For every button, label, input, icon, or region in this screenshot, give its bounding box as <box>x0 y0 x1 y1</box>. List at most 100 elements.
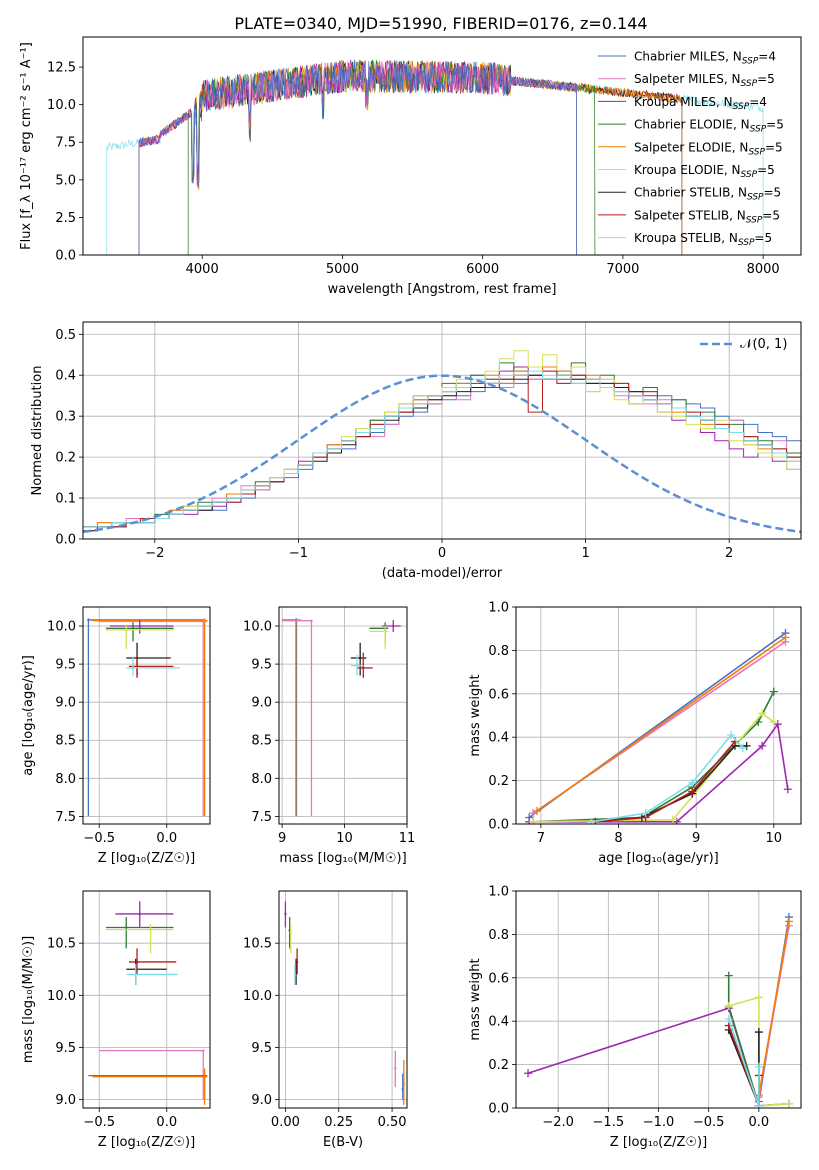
y-tick-label: 10.0 <box>47 989 76 1004</box>
data-point <box>125 926 128 929</box>
y-axis-label: mass weight <box>468 674 483 756</box>
x-tick-label: −0.5 <box>83 1115 115 1130</box>
panel-residuals: −2 −1 0 1 2 0.0 0.1 0.2 0.3 0.4 0.5 (data-model)/er… <box>30 321 802 581</box>
data-point <box>392 624 395 628</box>
weight-marker <box>784 1099 793 1108</box>
data-point <box>149 928 152 931</box>
y-tick-label: 7.5 <box>55 136 76 151</box>
weight-line <box>536 636 786 812</box>
weight-marker <box>587 817 596 824</box>
data-point <box>203 1075 206 1078</box>
data-point <box>135 665 139 668</box>
y-tick-label: 0.3 <box>55 410 76 425</box>
plot-area <box>524 913 793 1108</box>
y-tick-label: 9.5 <box>55 658 76 673</box>
legend-label-sub: SSP <box>742 57 759 67</box>
x-tick-label: 0.0 <box>156 831 177 846</box>
x-axis-label: E(B-V) <box>323 1135 363 1150</box>
axes-frame <box>82 321 802 540</box>
panel-spectrum: 4000 5000 6000 7000 8000 0.0 2.5 5.0 7.5 10.0 12.5… <box>19 36 802 297</box>
data-point <box>87 618 90 622</box>
x-axis-label: wavelength [Angstrom, rest frame] <box>328 282 557 297</box>
y-tick-label: 10.0 <box>47 620 76 635</box>
legend-label-sub: SSP <box>741 170 758 180</box>
plot-area <box>106 59 764 255</box>
data-point <box>134 973 137 976</box>
y-tick-label: 0.1 <box>55 492 76 507</box>
data-point <box>402 1082 405 1086</box>
x-tick-label: 6000 <box>466 262 499 277</box>
panel-weight-vs-z: −2.0 −1.5 −1.0 −0.5 0.0 0.0 0.2 0.4 0.6 0.8 1.0 Z [… <box>468 885 802 1150</box>
axes-frame <box>82 606 211 825</box>
weight-marker <box>769 718 778 727</box>
legend-label-main: Salpeter STELIB, N <box>634 208 746 222</box>
x-tick-label: 0.25 <box>324 1115 353 1130</box>
weight-marker <box>529 817 538 824</box>
legend-label-sub: SSP <box>741 79 758 89</box>
data-point <box>138 624 141 628</box>
legend-label-main: Kroupa STELIB, N <box>634 231 738 245</box>
data-point <box>131 666 135 670</box>
weight-marker <box>727 731 736 740</box>
y-tick-label: 0.5 <box>55 328 76 343</box>
data-point <box>289 931 292 934</box>
x-tick-label: 2 <box>725 546 733 561</box>
axes-frame <box>82 36 802 256</box>
weight-marker <box>758 741 767 750</box>
legend-label-tail: =5 <box>762 208 780 222</box>
weight-marker <box>532 806 541 815</box>
y-tick-label: 2.5 <box>55 211 76 226</box>
legend-label-main: Chabrier MILES, N <box>634 50 742 64</box>
weight-line <box>595 740 736 823</box>
y-tick-label: 0.4 <box>488 1015 509 1030</box>
x-tick-label: 0.0 <box>156 1115 177 1130</box>
legend-label: Salpeter MILES, NSSP=5 <box>634 72 775 89</box>
legend-label-main: Salpeter MILES, N <box>634 72 741 86</box>
data-point <box>355 664 359 667</box>
x-tick-label: −0.5 <box>83 831 115 846</box>
data-point <box>358 656 362 660</box>
x-tick-label: 9 <box>692 831 700 846</box>
axes-frame <box>515 890 802 1109</box>
legend-label-tail: =5 <box>766 118 784 132</box>
y-tick-label: 10.5 <box>243 937 272 952</box>
legend-label-sub: SSP <box>748 147 765 157</box>
legend-label-tail: =5 <box>764 186 782 200</box>
data-point <box>284 912 287 916</box>
legend-label-tail: =5 <box>757 72 775 86</box>
spectrum-line <box>138 59 577 255</box>
y-tick-label: 8.0 <box>251 772 272 787</box>
plot-area <box>282 618 401 817</box>
x-tick-label: 4000 <box>186 262 219 277</box>
legend-label-main: Chabrier STELIB, N <box>634 186 747 200</box>
y-tick-label: 0.0 <box>55 249 76 264</box>
y-tick-label: 10.0 <box>243 989 272 1004</box>
y-tick-label: 5.0 <box>55 173 76 188</box>
weight-marker <box>524 1069 533 1078</box>
legend-label-tail: =4 <box>758 50 776 64</box>
legend-label-sub: SSP <box>746 215 763 225</box>
spectrum-line <box>138 60 577 255</box>
y-tick-label: 10.0 <box>47 98 76 113</box>
panels: 4000 5000 6000 7000 80000.02.55.07.510.012.5… <box>19 36 802 1150</box>
legend-label-sub: SSP <box>750 125 767 135</box>
legend-label: Kroupa STELIB, NSSP=5 <box>634 231 772 248</box>
legend-label-tail: =5 <box>757 163 775 177</box>
data-point <box>394 1067 397 1070</box>
legend-label-tail: =5 <box>754 231 772 245</box>
histogram-step <box>83 370 801 528</box>
y-tick-label: 0.0 <box>55 533 76 548</box>
y-tick-label: 9.0 <box>251 1093 272 1108</box>
x-axis-label: Z [log₁₀(Z/Z☉)] <box>610 1135 707 1150</box>
y-tick-label: 0.6 <box>488 971 509 986</box>
legend-label-sub: SSP <box>747 193 764 203</box>
y-tick-label: 8.5 <box>55 734 76 749</box>
y-tick-label: 0.4 <box>55 369 76 384</box>
data-point <box>293 973 297 976</box>
y-tick-label: 0.2 <box>488 1058 509 1073</box>
weight-marker <box>724 1015 733 1024</box>
y-tick-label: 7.5 <box>251 810 272 825</box>
x-tick-label: −1.0 <box>643 1115 675 1130</box>
weight-line <box>758 921 790 1096</box>
